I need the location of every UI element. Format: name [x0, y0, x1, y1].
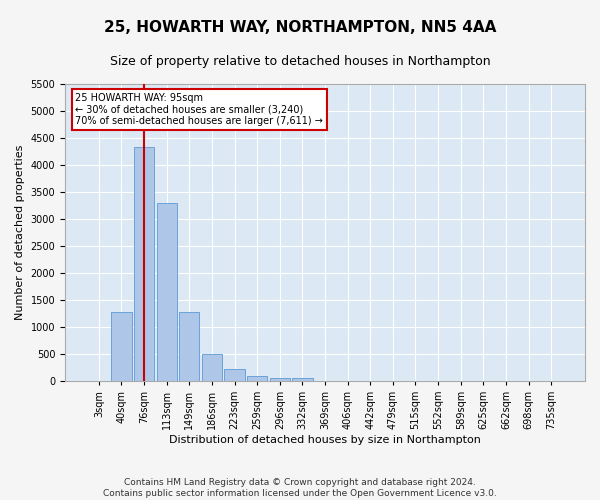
Text: Size of property relative to detached houses in Northampton: Size of property relative to detached ho…	[110, 55, 490, 68]
Bar	[202, 354, 222, 381]
Bar	[157, 203, 177, 381]
X-axis label: Distribution of detached houses by size in Northampton: Distribution of detached houses by size …	[169, 435, 481, 445]
Bar	[224, 369, 245, 381]
Text: Contains HM Land Registry data © Crown copyright and database right 2024.
Contai: Contains HM Land Registry data © Crown c…	[103, 478, 497, 498]
Bar	[247, 376, 268, 381]
Bar	[134, 147, 154, 381]
Bar	[111, 312, 131, 381]
Y-axis label: Number of detached properties: Number of detached properties	[15, 145, 25, 320]
Bar	[269, 378, 290, 381]
Text: 25, HOWARTH WAY, NORTHAMPTON, NN5 4AA: 25, HOWARTH WAY, NORTHAMPTON, NN5 4AA	[104, 20, 496, 35]
Bar	[179, 312, 199, 381]
Text: 25 HOWARTH WAY: 95sqm
← 30% of detached houses are smaller (3,240)
70% of semi-d: 25 HOWARTH WAY: 95sqm ← 30% of detached …	[76, 93, 323, 126]
Bar	[292, 378, 313, 381]
